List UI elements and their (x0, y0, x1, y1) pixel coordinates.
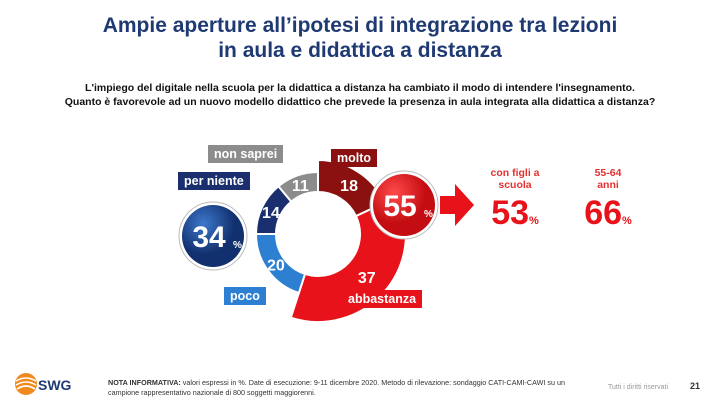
label-molto: molto (331, 149, 378, 167)
slice-value-per-niente: 14 (262, 205, 280, 222)
swg-logo-icon (15, 373, 37, 395)
arrow-right-icon (440, 184, 474, 226)
stat-label-line2: scuola (498, 179, 532, 191)
title-line-1: Ampie aperture all’ipotesi di integrazio… (102, 14, 618, 37)
group-unit: % (233, 240, 242, 251)
group-value: 34 (192, 221, 226, 254)
footer-note: NOTA INFORMATIVA: valori espressi in %. … (108, 378, 578, 397)
page-title: Ampie aperture all’ipotesi di integrazio… (20, 13, 700, 63)
note-label: NOTA INFORMATIVA: (108, 378, 181, 387)
slice-value-non-saprei: 11 (292, 178, 309, 195)
question-line-1: L'impiego del digitale nella scuola per … (85, 82, 635, 94)
label-abbastanza: abbastanza (342, 290, 423, 308)
stat-label-line1: con figli a (490, 167, 540, 179)
group-circle (373, 174, 435, 236)
rights-text: Tutti i diritti riservati (608, 384, 669, 391)
group-value: 55 (383, 190, 416, 223)
stat-figli-scuola: con figli a scuola 53% (470, 167, 560, 239)
stat-value: 66% (584, 194, 632, 232)
slice-non-saprei (277, 170, 319, 204)
stat-label-line2: anni (597, 179, 619, 191)
slice-value-abbastanza: 37 (358, 270, 376, 287)
title-line-2: in aula e didattica a distanza (218, 39, 502, 62)
stat-value: 53% (491, 194, 539, 232)
question-text: L'impiego del digitale nella scuola per … (20, 81, 700, 109)
label-non-saprei: non saprei (208, 145, 284, 163)
label-per-niente: per niente (178, 172, 250, 190)
stat-55-64-anni: 55-64 anni 66% (563, 167, 653, 239)
page-number: 21 (690, 381, 701, 391)
logo-text: SWG (38, 377, 72, 393)
question-line-2: Quanto è favorevole ad un nuovo modello … (64, 96, 656, 108)
group-circle (182, 205, 244, 267)
note-text: valori espressi in %. Date di esecuzione… (108, 378, 565, 397)
group-unit: % (424, 209, 433, 220)
stat-label-line1: 55-64 (594, 167, 622, 179)
label-poco: poco (224, 287, 266, 305)
slice-value-poco: 20 (267, 258, 285, 275)
slice-value-molto: 18 (340, 178, 358, 195)
